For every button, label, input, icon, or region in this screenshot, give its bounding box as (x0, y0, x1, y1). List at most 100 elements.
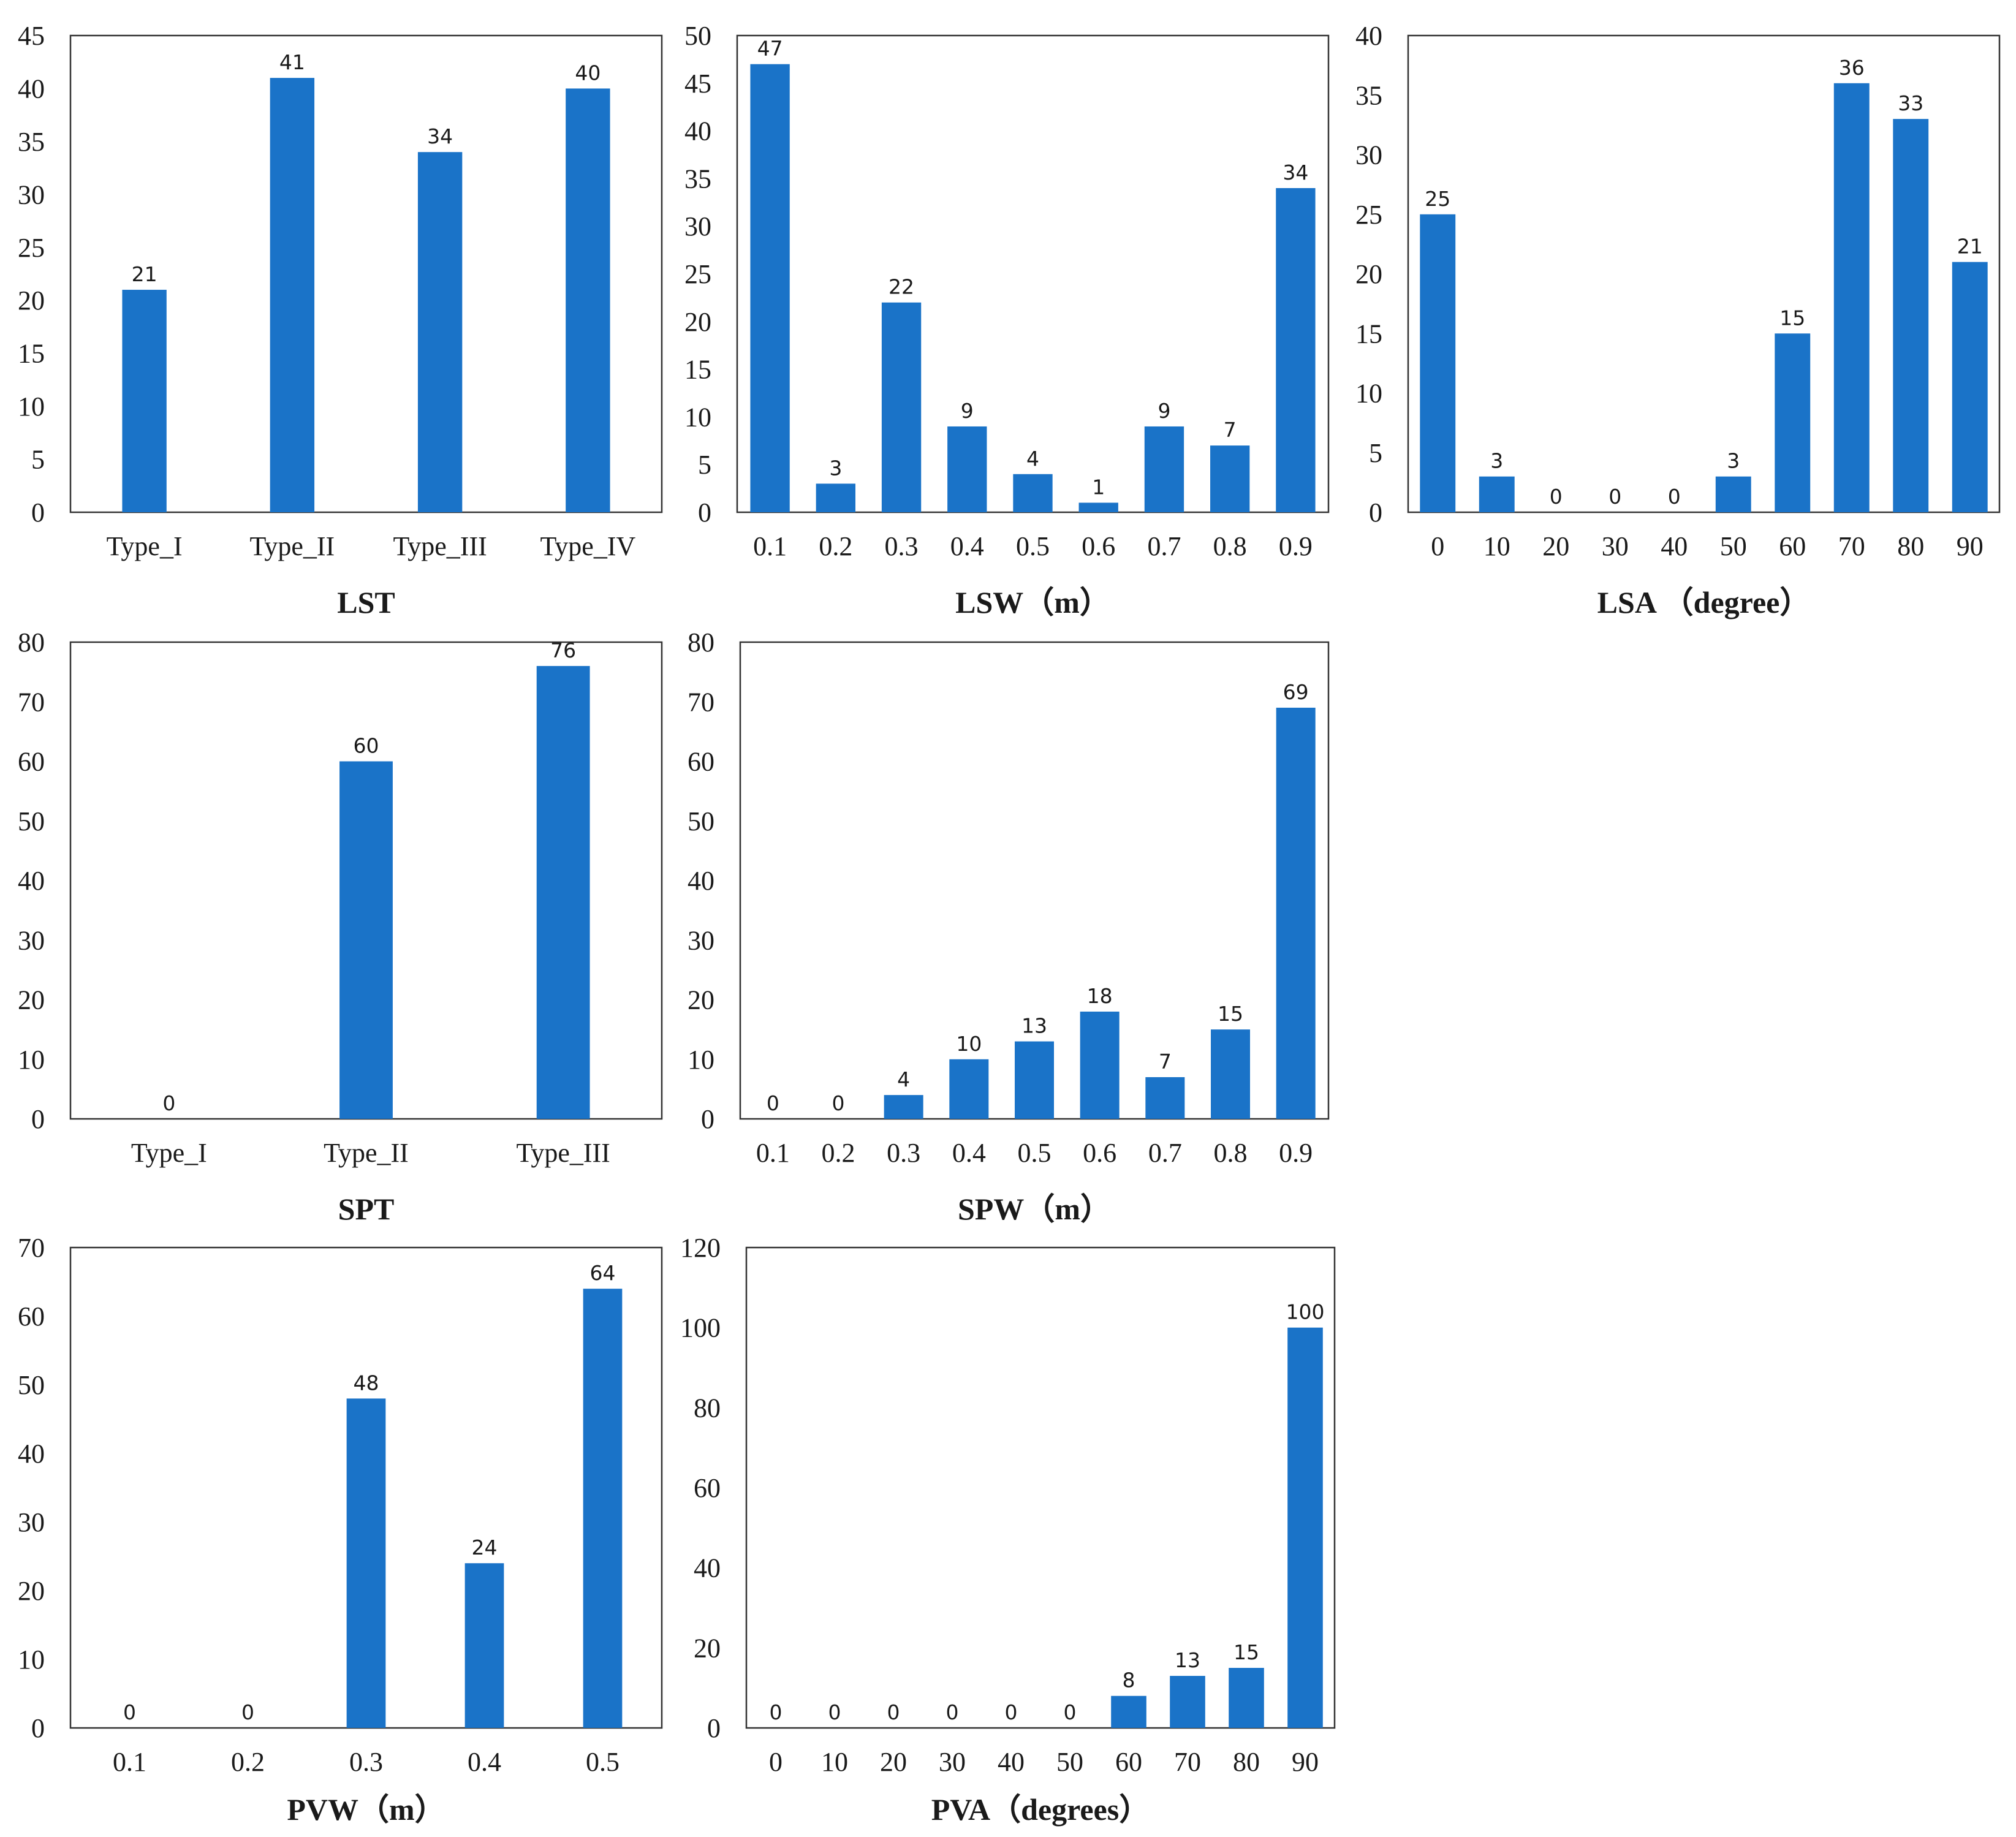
x-tick-label: 0.5 (586, 1747, 620, 1777)
y-tick-label: 40 (18, 1439, 45, 1469)
plot-frame (1407, 34, 2001, 513)
data-label: 36 (1839, 56, 1865, 80)
x-tick-label: 0.3 (349, 1747, 383, 1777)
y-tick-label: 45 (18, 21, 45, 51)
x-tick-label: 50 (1056, 1747, 1083, 1777)
y-tick-label: 60 (18, 747, 45, 777)
bar (949, 1059, 989, 1119)
x-tick-label: 0.6 (1083, 1138, 1116, 1168)
data-label: 0 (162, 1091, 175, 1115)
chart-1: 0 5 10 15 20 25 30 35 40 45 21 Type_I 41 Type_II 34 Typ… (18, 21, 663, 619)
y-tick-label: 20 (1355, 259, 1382, 289)
bar (1013, 474, 1053, 512)
data-label: 34 (1283, 161, 1308, 184)
x-tick-label: 90 (1292, 1747, 1319, 1777)
x-tick-label: 0.3 (887, 1138, 920, 1168)
x-tick-label: 20 (1542, 531, 1569, 561)
x-tick-label: 0.4 (468, 1747, 501, 1777)
x-tick-label: 50 (1720, 531, 1747, 561)
y-tick-label: 100 (680, 1313, 721, 1343)
bar (1287, 1327, 1323, 1728)
y-tick-label: 15 (18, 339, 45, 369)
y-tick-label: 35 (18, 127, 45, 157)
y-tick-label: 35 (684, 164, 711, 194)
bar (1276, 707, 1316, 1119)
y-tick-label: 60 (688, 747, 714, 777)
data-label: 0 (887, 1700, 900, 1724)
data-label: 15 (1233, 1640, 1259, 1664)
data-label: 22 (889, 275, 914, 299)
x-tick-label: Type_II (250, 531, 335, 561)
x-tick-label: 0.7 (1148, 1138, 1182, 1168)
data-label: 41 (279, 50, 305, 74)
data-label: 10 (956, 1032, 982, 1056)
x-tick-label: 0 (769, 1747, 783, 1777)
y-tick-label: 45 (684, 69, 711, 99)
y-tick-label: 5 (1369, 438, 1382, 468)
data-label: 15 (1218, 1002, 1243, 1026)
bar (1775, 333, 1811, 512)
bar (1145, 1077, 1185, 1119)
x-tick-label: 60 (1115, 1747, 1142, 1777)
data-label: 0 (832, 1091, 845, 1115)
y-tick-label: 70 (18, 1233, 45, 1263)
y-tick-label: 80 (688, 627, 714, 657)
y-tick-label: 0 (31, 1713, 45, 1743)
data-label: 9 (1158, 399, 1170, 423)
bar (536, 665, 590, 1119)
y-tick-label: 70 (18, 687, 45, 717)
y-tick-label: 15 (684, 355, 711, 385)
x-tick-label: Type_I (131, 1138, 207, 1168)
data-label: 0 (123, 1700, 136, 1724)
bar (1211, 1029, 1250, 1119)
data-label: 24 (472, 1536, 498, 1559)
y-tick-label: 10 (688, 1045, 714, 1075)
y-tick-label: 15 (1355, 319, 1382, 349)
bar (1170, 1676, 1205, 1728)
y-tick-label: 40 (688, 866, 714, 896)
chart-title: LSW（m） (955, 585, 1110, 619)
y-tick-label: 50 (688, 806, 714, 836)
data-label: 13 (1021, 1014, 1047, 1038)
y-tick-label: 0 (31, 498, 45, 528)
data-label: 0 (1668, 485, 1681, 509)
x-tick-label: 0.5 (1016, 531, 1050, 561)
y-tick-label: 40 (18, 74, 45, 104)
y-tick-label: 20 (18, 286, 45, 316)
y-tick-label: 50 (684, 21, 711, 51)
y-tick-label: 0 (698, 498, 711, 528)
bar (750, 64, 790, 513)
y-tick-label: 50 (18, 1370, 45, 1400)
y-tick-label: 20 (684, 307, 711, 337)
x-tick-label: 70 (1838, 531, 1865, 561)
y-tick-label: 0 (701, 1104, 714, 1134)
y-tick-label: 30 (1355, 140, 1382, 170)
data-label: 69 (1283, 680, 1309, 704)
x-tick-label: 0.2 (819, 531, 852, 561)
data-label: 3 (1727, 449, 1740, 473)
y-tick-label: 60 (18, 1301, 45, 1331)
data-label: 3 (829, 456, 842, 480)
y-tick-label: 10 (684, 402, 711, 432)
data-label: 64 (590, 1261, 616, 1285)
data-label: 48 (354, 1371, 379, 1395)
data-label: 0 (1609, 485, 1621, 509)
y-tick-label: 35 (1355, 80, 1382, 110)
y-tick-label: 5 (31, 445, 45, 475)
bar (1952, 262, 1988, 512)
data-label: 0 (241, 1700, 254, 1724)
y-tick-label: 20 (18, 985, 45, 1015)
data-label: 47 (757, 37, 783, 61)
data-label: 0 (946, 1700, 959, 1724)
data-label: 0 (828, 1700, 841, 1724)
y-tick-label: 25 (18, 233, 45, 263)
plot-frame (745, 1246, 1336, 1729)
data-label: 25 (1425, 187, 1450, 211)
y-tick-label: 10 (18, 1645, 45, 1675)
y-tick-label: 50 (18, 806, 45, 836)
chart-title: LST (337, 585, 395, 619)
bar (583, 1289, 623, 1728)
y-tick-label: 80 (18, 627, 45, 657)
data-label: 4 (897, 1067, 910, 1091)
x-tick-label: 0.4 (950, 531, 984, 561)
